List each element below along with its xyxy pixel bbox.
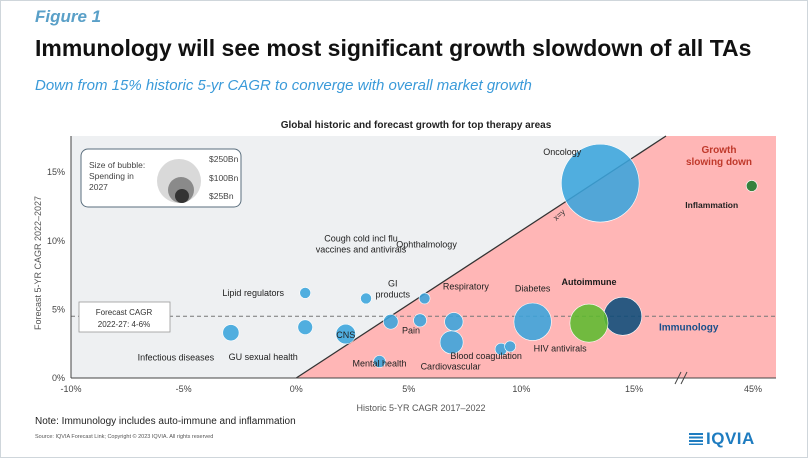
data-label: Cough cold incl flu	[324, 233, 398, 243]
region-label: slowing down	[686, 157, 752, 168]
bubble-ophthalmology	[418, 292, 431, 305]
legend-size-label: $100Bn	[209, 173, 239, 183]
forecast-cagr-label: Forecast CAGR	[96, 308, 153, 317]
x-tick-label: 15%	[625, 384, 643, 394]
data-label: Lipid regulators	[222, 288, 284, 298]
y-tick-label: 10%	[47, 236, 65, 246]
bubble-legend-title: Size of bubble:	[89, 160, 145, 170]
bubble-pain	[413, 313, 427, 328]
data-label: Ophthalmology	[396, 239, 457, 249]
data-label: Diabetes	[515, 284, 551, 294]
iqvia-logo-icon	[689, 433, 703, 445]
data-label: Infectious diseases	[138, 353, 215, 363]
y-tick-label: 5%	[52, 304, 65, 314]
y-axis-title: Forecast 5-YR CAGR 2022–2027	[33, 196, 43, 330]
source-note: Source: IQVIA Forecast Link; Copyright ©…	[35, 434, 214, 440]
axis-break-mark	[680, 371, 688, 385]
data-label: Blood coagulation	[450, 351, 522, 361]
bubble-inflammation	[745, 180, 758, 192]
data-label: CNS	[336, 330, 355, 340]
x-tick-label: -10%	[60, 384, 81, 394]
data-label: HIV antivirals	[534, 343, 588, 353]
bubble-cns	[335, 323, 356, 345]
data-label: Cardiovascular	[421, 361, 481, 371]
bubble-immunology	[603, 296, 643, 336]
y-tick-label: 15%	[47, 167, 65, 177]
footnote: Note: Immunology includes auto-immune an…	[35, 416, 296, 427]
data-label: Immunology	[659, 322, 719, 333]
x-tick-label: 0%	[290, 384, 303, 394]
bubble-gi-products	[383, 314, 399, 330]
x-tick-label: 5%	[402, 384, 415, 394]
iqvia-logo-text: IQVIA	[706, 429, 755, 448]
bubble-legend-title: 2027	[89, 182, 108, 192]
region-label: Growth	[702, 145, 737, 156]
data-label: products	[376, 290, 411, 300]
bubble-diabetes	[513, 302, 552, 341]
forecast-cagr-label: 2022-27: 4-6%	[98, 320, 150, 329]
iqvia-logo: IQVIA	[689, 429, 755, 449]
data-label: vaccines and antivirals	[316, 244, 407, 254]
x-tick-label: 10%	[512, 384, 530, 394]
figure-label: Figure 1	[35, 7, 102, 26]
x-tick-label: 45%	[744, 384, 762, 394]
bubble-mental-health	[373, 355, 386, 368]
y-tick-label: 0%	[52, 373, 65, 383]
forecast-cagr-box	[78, 301, 171, 333]
data-label: Inflammation	[685, 200, 738, 210]
bubble-cough-cold-incl-flu-vaccines-and-antivirals	[360, 292, 372, 305]
legend-bubble-small	[175, 189, 189, 203]
data-label: Mental health	[353, 359, 407, 369]
data-label: Respiratory	[443, 282, 490, 292]
axis-break-mark	[674, 371, 682, 385]
page-subtitle: Down from 15% historic 5-yr CAGR to conv…	[35, 77, 532, 94]
bubble-infectious-diseases	[222, 324, 240, 342]
data-label: GI	[388, 279, 398, 289]
data-label: Oncology	[543, 147, 582, 157]
bubble-respiratory	[444, 312, 464, 332]
data-label: Pain	[402, 325, 420, 335]
bubble-autoimmune	[569, 303, 609, 343]
x-tick-label: -5%	[176, 384, 192, 394]
chart-title: Global historic and forecast growth for …	[281, 120, 552, 131]
page-title: Immunology will see most significant gro…	[35, 35, 752, 61]
x-axis-title: Historic 5-YR CAGR 2017–2022	[356, 403, 485, 413]
legend-size-label: $25Bn	[209, 191, 234, 201]
bubble-lipid-regulators	[299, 287, 312, 299]
legend-size-label: $250Bn	[209, 154, 239, 164]
data-label: GU sexual health	[229, 352, 298, 362]
bubble-legend-title: Spending in	[89, 171, 134, 181]
bubble-oncology	[561, 143, 640, 223]
bubble-gu-sexual-health	[297, 319, 313, 335]
data-label: Autoimmune	[561, 277, 616, 287]
bubble-hiv-antivirals	[504, 340, 516, 353]
